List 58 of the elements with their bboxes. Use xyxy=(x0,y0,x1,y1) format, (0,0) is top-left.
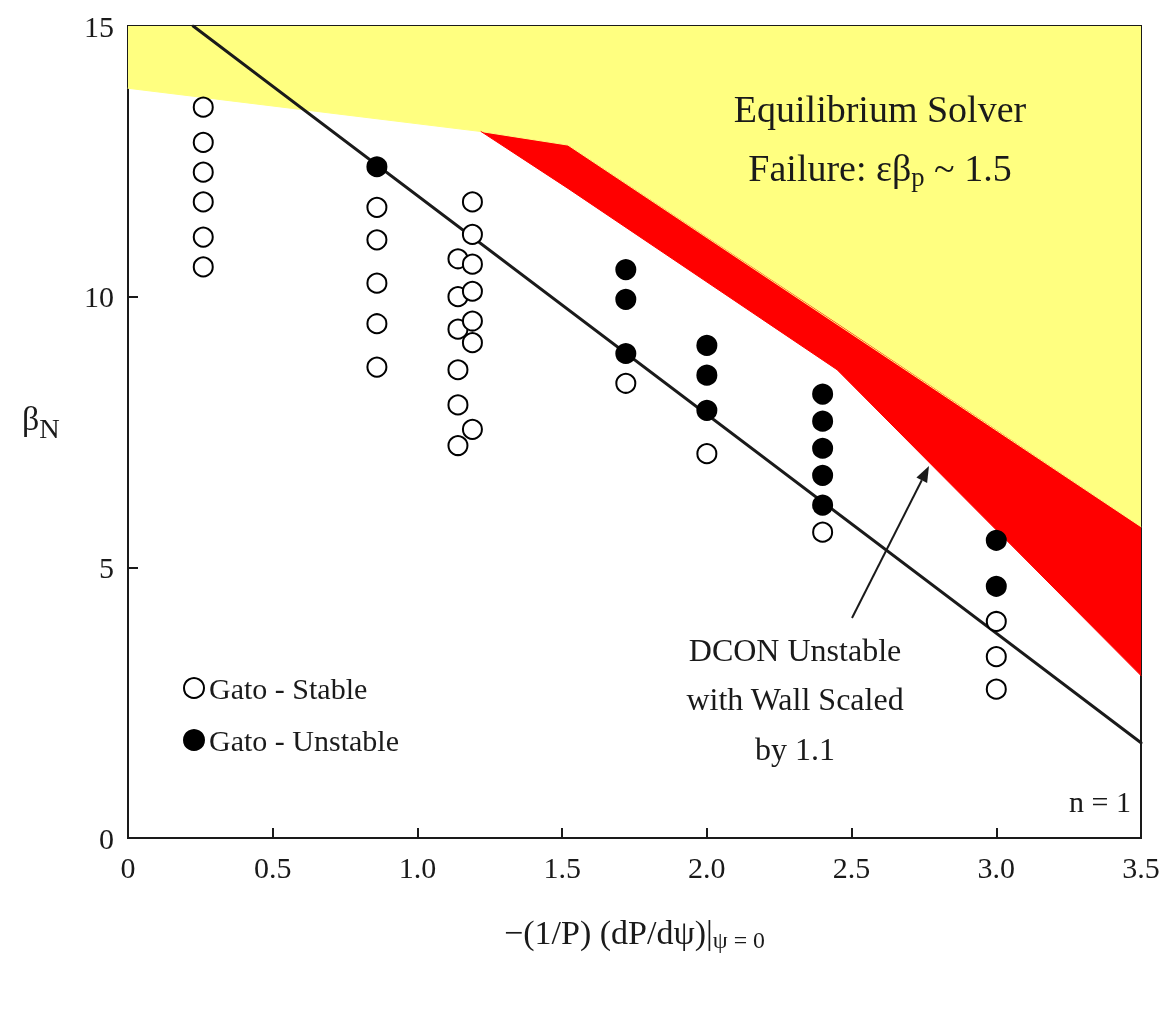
y-axis-title: β$_{N}$ xyxy=(22,400,60,445)
point xyxy=(461,418,483,440)
point xyxy=(192,161,214,183)
x-tick-label: 2.0 xyxy=(688,850,726,884)
point xyxy=(812,494,834,516)
point xyxy=(366,229,388,251)
point xyxy=(812,521,834,543)
point xyxy=(812,437,834,459)
point xyxy=(985,646,1007,668)
y-tick-label: 5 xyxy=(99,550,114,584)
point xyxy=(192,191,214,213)
point xyxy=(615,343,637,364)
point xyxy=(696,334,718,356)
x-tick-label: 0.5 xyxy=(253,850,292,884)
point xyxy=(192,226,214,248)
annotation: DCON Unstable with Wall Scaled by 1.1 xyxy=(686,631,904,767)
point xyxy=(696,443,718,465)
point xyxy=(696,399,718,421)
point xyxy=(366,196,388,218)
point xyxy=(985,529,1007,551)
legend-label: Gato - Unstable xyxy=(209,723,399,757)
x-tick-label: 2.5 xyxy=(832,850,871,884)
point xyxy=(812,464,834,486)
x-tick-label: 1.0 xyxy=(398,850,437,884)
point xyxy=(192,256,214,278)
point xyxy=(985,610,1007,632)
point xyxy=(447,359,469,381)
point xyxy=(461,332,483,354)
point xyxy=(447,394,469,416)
x-tick-label: 1.5 xyxy=(543,850,581,884)
point xyxy=(615,259,637,281)
x-tick-label: 0 xyxy=(120,850,136,884)
point xyxy=(812,383,834,405)
point xyxy=(461,253,483,275)
point xyxy=(985,678,1007,700)
point xyxy=(366,272,388,294)
x-tick-label: 3.5 xyxy=(1122,850,1160,884)
point xyxy=(615,372,637,394)
point xyxy=(192,131,214,153)
y-tick-label: 15 xyxy=(84,9,114,43)
x-tick-label: 3.0 xyxy=(977,850,1016,884)
point xyxy=(812,410,834,432)
point xyxy=(366,313,388,335)
point xyxy=(447,435,469,457)
point xyxy=(461,223,483,245)
annotation: n = 1 xyxy=(1069,784,1131,818)
point xyxy=(615,288,637,310)
y-tick-label: 10 xyxy=(84,280,114,314)
point xyxy=(696,364,718,386)
point xyxy=(366,156,388,178)
point xyxy=(985,575,1007,597)
legend-label: Gato - Stable xyxy=(209,671,368,705)
y-tick-label: 0 xyxy=(99,821,114,855)
point xyxy=(461,310,483,332)
point xyxy=(461,280,483,302)
point xyxy=(192,96,214,118)
point xyxy=(461,191,483,213)
point xyxy=(366,356,388,378)
